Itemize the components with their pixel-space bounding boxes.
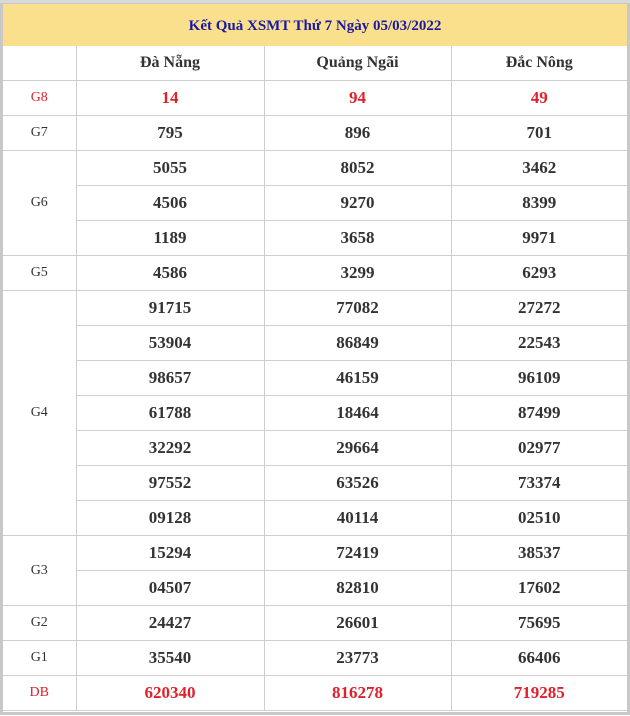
result-number: 32292 [76,430,265,466]
result-number: 795 [75,115,265,151]
result-number: 96109 [450,360,627,396]
result-number: 91715 [75,290,265,326]
table-row: G4 91715 77082 27272 [3,290,627,536]
result-number: 1189 [76,220,265,256]
result-number: 09128 [76,500,265,536]
table-row: G6 5055 8052 3462 [3,150,627,256]
result-number: 66406 [450,640,627,676]
table-row: DB 620340 816278 719285 [3,675,627,711]
result-number: 719285 [450,675,627,711]
top-strip [0,0,630,4]
result-number: 86849 [263,325,452,361]
result-number: 29664 [263,430,452,466]
result-number: 35540 [75,640,265,676]
header-prize [3,46,77,81]
result-number: 24427 [75,605,265,641]
results-table-container: Kết Quả XSMT Thứ 7 Ngày 05/03/2022 Đà Nẵ… [0,3,630,715]
table-row: 1189 3658 9971 [3,220,627,256]
result-number: 73374 [450,465,627,501]
prize-label: G2 [3,605,77,641]
result-number: 14 [75,80,265,116]
table-row: 97552 63526 73374 [3,465,627,501]
result-number: 87499 [450,395,627,431]
result-number: 4586 [75,255,265,291]
result-number: 17602 [450,570,627,606]
header-province: Đắc Nông [450,46,627,81]
result-number: 9971 [450,220,627,256]
table-row: G1 35540 23773 66406 [3,640,627,676]
result-number: 02977 [450,430,627,466]
results-table: Đà Nẵng Quảng Ngãi Đắc Nông G8 14 94 49 G7 79… [3,46,627,711]
result-number: 49 [450,80,627,116]
result-number: 8052 [263,150,452,186]
result-number: 18464 [263,395,452,431]
table-row: G3 15294 72419 38537 [3,535,627,606]
result-number: 6293 [450,255,627,291]
table-row: 61788 18464 87499 [3,395,627,431]
result-number: 27272 [450,290,627,326]
result-number: 15294 [75,535,265,571]
result-number: 8399 [450,185,627,221]
result-number: 9270 [263,185,452,221]
result-number: 3658 [263,220,452,256]
table-row: G5 4586 3299 6293 [3,255,627,291]
result-number: 77082 [263,290,452,326]
table-row: 04507 82810 17602 [3,570,627,606]
result-number: 02510 [450,500,627,536]
prize-label: G7 [3,115,77,151]
result-number: 23773 [263,640,452,676]
prize-label: G1 [3,640,77,676]
table-title: Kết Quả XSMT Thứ 7 Ngày 05/03/2022 [3,4,627,46]
table-row: 32292 29664 02977 [3,430,627,466]
result-number: 97552 [76,465,265,501]
table-row: G2 24427 26601 75695 [3,605,627,641]
result-number: 75695 [450,605,627,641]
prize-label: G3 [3,535,77,606]
result-number: 72419 [263,535,452,571]
header-province: Đà Nẵng [75,46,265,81]
prize-label: G5 [3,255,77,291]
result-number: 04507 [76,570,265,606]
prize-label: G4 [3,290,77,536]
result-number: 701 [450,115,627,151]
result-number: 3299 [263,255,452,291]
prize-label: G8 [3,80,77,116]
prize-label: DB [3,675,77,711]
result-number: 46159 [263,360,452,396]
header-province: Quảng Ngãi [263,46,452,81]
table-row: 09128 40114 02510 [3,500,627,536]
result-number: 98657 [76,360,265,396]
result-number: 40114 [263,500,452,536]
table-row: 98657 46159 96109 [3,360,627,396]
header-row: Đà Nẵng Quảng Ngãi Đắc Nông [3,46,627,81]
table-row: G7 795 896 701 [3,115,627,151]
result-number: 82810 [263,570,452,606]
result-number: 61788 [76,395,265,431]
prize-label: G6 [3,150,77,256]
result-number: 4506 [76,185,265,221]
result-number: 3462 [450,150,627,186]
table-row: 4506 9270 8399 [3,185,627,221]
result-number: 22543 [450,325,627,361]
result-number: 94 [263,80,452,116]
table-row: 53904 86849 22543 [3,325,627,361]
result-number: 5055 [75,150,265,186]
table-row: G8 14 94 49 [3,80,627,116]
result-number: 38537 [450,535,627,571]
result-number: 896 [263,115,452,151]
result-number: 620340 [75,675,265,711]
result-number: 63526 [263,465,452,501]
result-number: 816278 [263,675,452,711]
result-number: 26601 [263,605,452,641]
result-number: 53904 [76,325,265,361]
